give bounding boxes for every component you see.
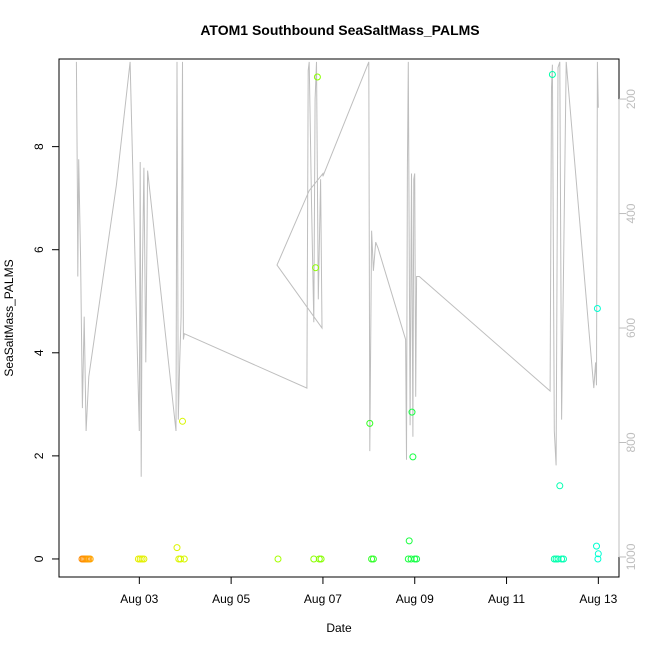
data-point — [409, 453, 417, 461]
right-tick-label: 200 — [624, 89, 638, 109]
right-tick-label: 800 — [624, 432, 638, 452]
data-point — [593, 542, 600, 550]
data-point — [366, 419, 374, 427]
x-tick-label: Aug 03 — [120, 592, 158, 606]
x-tick-label: Aug 11 — [488, 592, 525, 606]
data-point — [274, 555, 282, 563]
y-tick-label: 0 — [32, 555, 46, 562]
data-point — [548, 71, 556, 78]
data-point — [594, 550, 602, 558]
data-point — [179, 417, 186, 425]
data-point — [177, 555, 185, 563]
data-point — [556, 482, 564, 490]
data-point — [140, 555, 148, 563]
chart-title: ATOM1 Southbound SeaSaltMass_PALMS — [200, 22, 479, 38]
data-point — [369, 555, 377, 563]
data-point — [413, 555, 421, 563]
right-tick-label: 600 — [624, 318, 638, 338]
x-tick-label: Aug 13 — [579, 592, 617, 606]
data-point — [408, 408, 416, 416]
data-point — [313, 73, 321, 81]
y-tick-label: 8 — [32, 143, 46, 150]
points-layer — [78, 71, 602, 563]
data-point — [136, 555, 144, 563]
data-point — [312, 264, 320, 272]
y-tick-label: 6 — [32, 246, 46, 253]
data-point — [180, 555, 188, 563]
x-axis: Aug 03 Aug 05 Aug 07 Aug 09 Aug 11 Aug 13 — [120, 576, 618, 606]
data-point — [594, 555, 602, 563]
data-point — [560, 555, 567, 563]
y-tick-label: 2 — [32, 452, 46, 459]
x-tick-label: Aug 05 — [212, 592, 250, 606]
data-point — [411, 555, 419, 563]
data-point — [405, 537, 413, 545]
y-tick-label: 4 — [32, 349, 46, 356]
data-point — [558, 555, 566, 563]
data-point — [173, 544, 181, 552]
x-axis-label: Date — [326, 621, 352, 635]
y-axis: 0 2 4 6 8 — [32, 143, 60, 562]
line-layer — [75, 61, 599, 477]
data-point — [317, 555, 325, 563]
right-tick-label: 400 — [624, 203, 638, 223]
data-point — [593, 305, 601, 312]
right-tick-label: 1000 — [624, 543, 638, 570]
y-axis-right: 200 400 600 800 1000 — [618, 89, 638, 570]
altitude-line — [75, 61, 599, 477]
x-tick-label: Aug 07 — [304, 592, 342, 606]
y-axis-label: SeaSaltMass_PALMS — [2, 259, 16, 376]
x-tick-label: Aug 09 — [396, 592, 434, 606]
data-point — [86, 555, 94, 563]
